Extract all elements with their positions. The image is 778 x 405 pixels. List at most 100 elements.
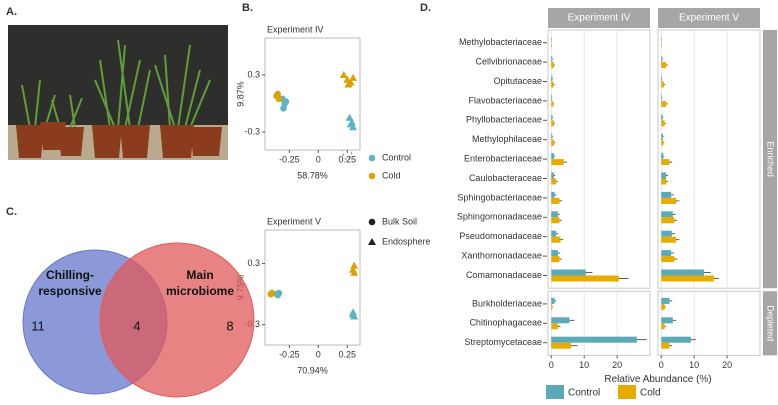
- set-label: microbiome: [166, 284, 234, 298]
- bar: [551, 317, 570, 324]
- group-label: Enriched: [766, 141, 776, 177]
- x-tick-label: 0.25: [338, 349, 356, 359]
- category-label: Opitutaceae: [493, 76, 542, 86]
- bar: [661, 139, 664, 146]
- bar: [551, 133, 553, 140]
- point: [350, 261, 359, 269]
- bar: [551, 178, 557, 185]
- category-label: Pseudomonadaceae: [459, 231, 542, 241]
- y-tick-label: -0.3: [244, 126, 260, 136]
- group-strip: [763, 291, 777, 356]
- bar: [661, 197, 677, 204]
- bar: [551, 256, 560, 263]
- x-tick-label: 20: [612, 360, 622, 370]
- x-tick-label: 10: [579, 360, 589, 370]
- category-label: Xanthomonadaceae: [461, 250, 542, 260]
- x-tick-label: 20: [722, 360, 732, 370]
- bar: [551, 230, 557, 237]
- point: [346, 120, 355, 128]
- point: [274, 291, 282, 299]
- bar: [551, 211, 558, 218]
- bar: [551, 275, 619, 282]
- legend-swatch: [368, 218, 376, 226]
- legend-label: Control: [568, 388, 600, 399]
- y-tick-label: 0.3: [247, 258, 260, 268]
- facet-panel: [657, 290, 761, 356]
- legend-swatch: [618, 385, 636, 399]
- point: [343, 75, 352, 83]
- legend-swatch: [368, 238, 376, 245]
- bar: [551, 191, 555, 198]
- bar: [661, 133, 663, 140]
- set-label: responsive: [38, 284, 102, 298]
- bar: [661, 336, 691, 343]
- bar: [661, 236, 677, 243]
- x-tick-label: 0: [316, 154, 321, 164]
- bar: [661, 317, 673, 324]
- plot-title: Experiment IV: [267, 24, 324, 34]
- bar: [551, 153, 554, 160]
- x-tick-label: 0: [549, 360, 554, 370]
- plot-area: [264, 229, 361, 346]
- bar: [661, 342, 670, 349]
- legend-swatch: [546, 385, 564, 399]
- bar: [661, 178, 667, 185]
- category-label: Enterobacteriaceae: [464, 153, 542, 163]
- legend-swatch: [368, 154, 376, 162]
- bar: [551, 120, 554, 127]
- panel-label: A.: [6, 6, 17, 18]
- set-count: 11: [31, 318, 45, 333]
- x-axis-label: 70.94%: [297, 365, 328, 375]
- bar: [661, 256, 675, 263]
- category-label: Methylobacteriaceae: [459, 37, 542, 47]
- venn-circle: [99, 242, 255, 398]
- bar: [551, 342, 572, 349]
- bar: [551, 114, 553, 121]
- bar: [551, 56, 553, 63]
- legend-label: Control: [382, 152, 411, 162]
- bar: [661, 100, 667, 107]
- bar: [661, 230, 672, 237]
- bar: [661, 211, 673, 218]
- group-label: Depleted: [766, 305, 776, 341]
- facet-title: Experiment IV: [568, 13, 631, 24]
- bar: [661, 120, 665, 127]
- bar: [551, 62, 554, 69]
- bar: [551, 297, 555, 304]
- point: [280, 104, 287, 112]
- point: [344, 80, 353, 88]
- category-label: Burkholderiaceae: [472, 298, 542, 308]
- facet-title: Experiment V: [679, 13, 739, 24]
- x-tick-label: 0.25: [338, 154, 356, 164]
- category-label: Methylophilaceae: [472, 134, 542, 144]
- bar: [551, 100, 554, 107]
- x-tick-label: -0.25: [279, 154, 300, 164]
- bar: [551, 159, 564, 166]
- category-label: Cellvibrionaceae: [475, 56, 542, 66]
- bar: [551, 94, 552, 101]
- bar: [551, 139, 555, 146]
- point: [349, 310, 358, 318]
- bar: [661, 62, 667, 69]
- facet-panel: [657, 29, 761, 289]
- panel-label: B.: [242, 2, 253, 14]
- group-strip: [763, 30, 777, 289]
- bar: [661, 114, 663, 121]
- bar: [661, 172, 667, 179]
- category-label: Sphingomonadaceae: [457, 212, 542, 222]
- x-tick-label: -0.25: [279, 349, 300, 359]
- bar: [661, 159, 670, 166]
- bar: [551, 81, 554, 88]
- set-count: 8: [226, 318, 233, 333]
- bar: [551, 217, 560, 224]
- bar: [661, 217, 675, 224]
- y-axis-label: 9.87%: [235, 81, 245, 107]
- x-tick-label: 0: [659, 360, 664, 370]
- category-label: Flavobacteriaceae: [468, 95, 542, 105]
- legend-label: Cold: [382, 170, 401, 180]
- category-label: Chitinophagaceae: [469, 318, 542, 328]
- x-tick-label: 0: [316, 349, 321, 359]
- panel-label: D.: [420, 2, 431, 14]
- bar: [661, 153, 664, 160]
